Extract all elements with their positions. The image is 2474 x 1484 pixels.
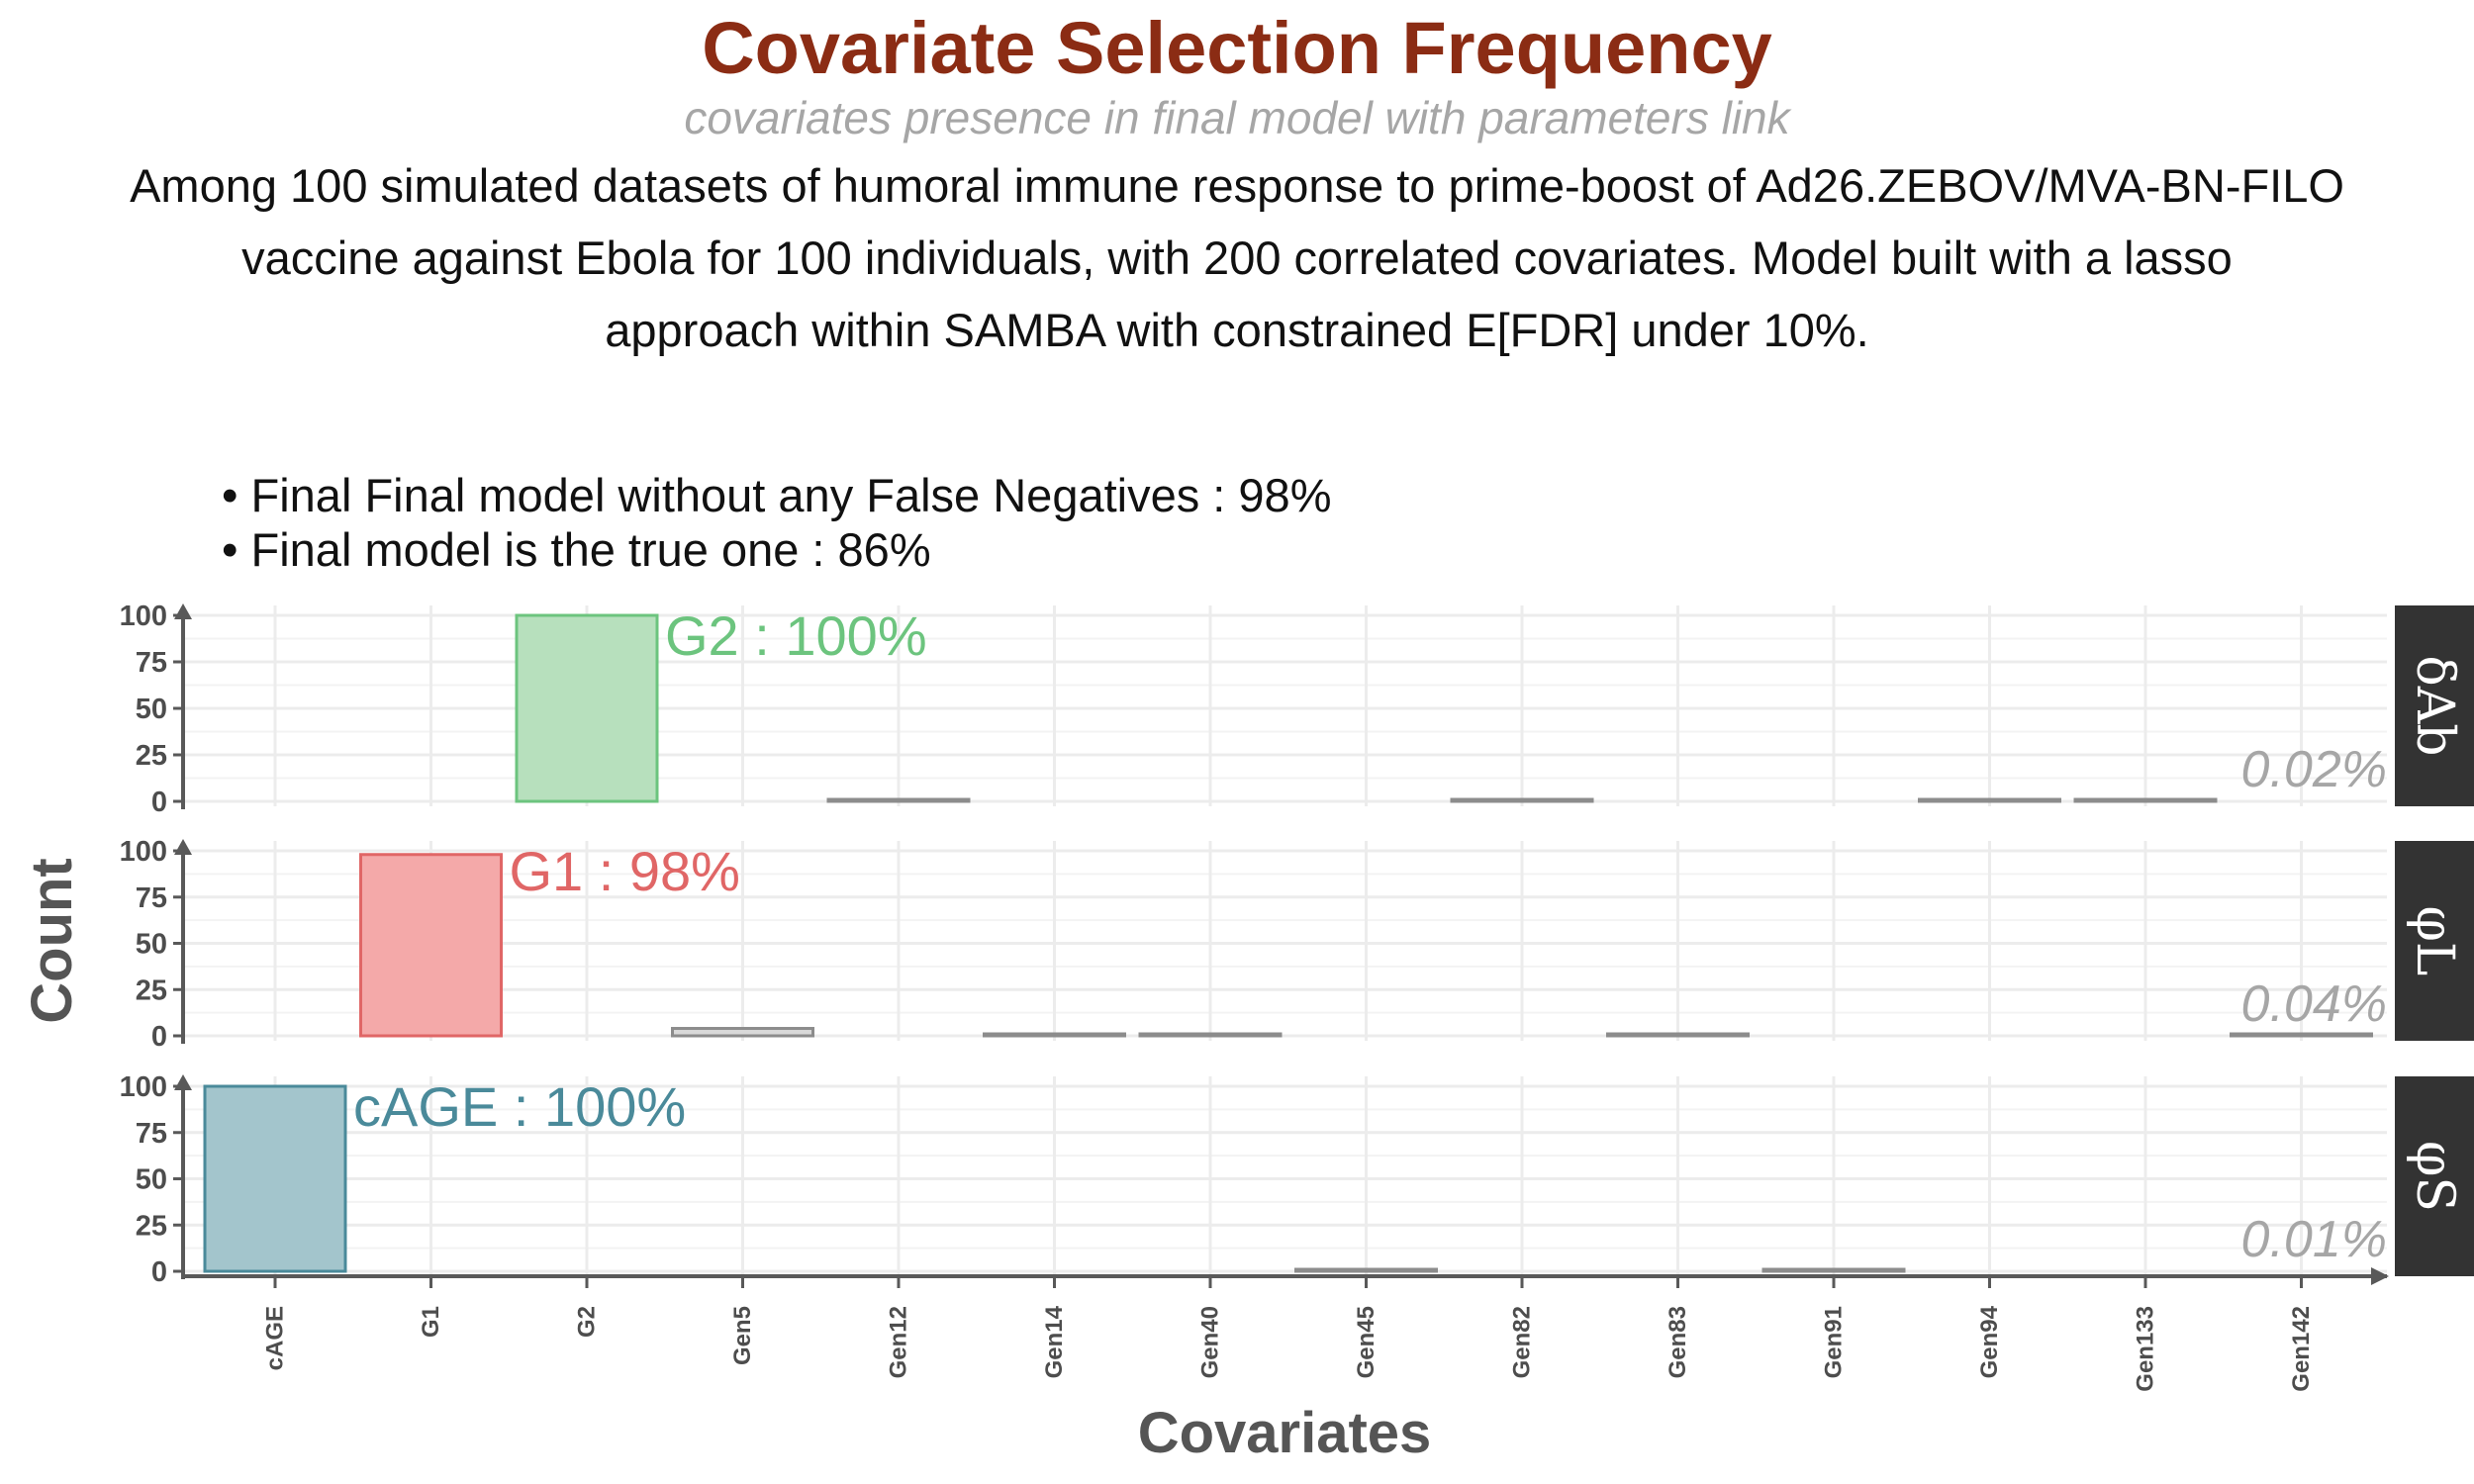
- y-axis-arrow: [174, 839, 192, 855]
- y-tick-label: 0: [151, 1021, 167, 1053]
- bar: [1294, 1267, 1438, 1273]
- corner-label: 0.02%: [2241, 741, 2387, 798]
- y-tick-label: 75: [136, 882, 167, 914]
- bar: [826, 797, 971, 803]
- x-tick-label: Gen142: [2288, 1306, 2315, 1392]
- y-tick-label: 100: [120, 1071, 167, 1103]
- x-axis-title: Covariates: [1138, 1401, 1432, 1465]
- bar: [1606, 1032, 1750, 1038]
- bar-label: G1 : 98%: [510, 840, 740, 902]
- x-tick-label: Gen14: [1041, 1305, 1068, 1378]
- x-tick-label: cAGE: [262, 1306, 289, 1370]
- y-axis-arrow: [174, 1074, 192, 1090]
- bar: [671, 1027, 814, 1038]
- x-tick-label: Gen94: [1976, 1305, 2003, 1378]
- y-tick-label: 100: [120, 836, 167, 868]
- y-tick-label: 25: [136, 974, 167, 1006]
- bar-label: G2 : 100%: [665, 604, 927, 667]
- corner-label: 0.04%: [2241, 975, 2387, 1033]
- bar: [1761, 1267, 1906, 1273]
- bar: [2073, 797, 2218, 803]
- caption-line: Among 100 simulated datasets of humoral …: [130, 159, 2344, 212]
- y-tick-label: 0: [151, 787, 167, 818]
- caption-line: vaccine against Ebola for 100 individual…: [241, 232, 2233, 284]
- facet-strip-label: φS: [2405, 1141, 2464, 1212]
- y-tick-label: 50: [136, 1164, 167, 1196]
- y-tick-label: 75: [136, 647, 167, 679]
- y-tick-label: 25: [136, 1210, 167, 1242]
- chart-subtitle: covariates presence in final model with …: [684, 92, 1790, 143]
- y-axis-arrow: [174, 603, 192, 619]
- bar: [1450, 797, 1594, 803]
- bar: [203, 1084, 347, 1273]
- x-tick-label: Gen12: [886, 1306, 912, 1378]
- y-tick-label: 25: [136, 740, 167, 772]
- x-tick-label: Gen82: [1509, 1306, 1536, 1378]
- facet-strip-label: δAb: [2405, 655, 2464, 756]
- y-tick-label: 100: [120, 601, 167, 632]
- summary-bullet: • Final Final model without any False Ne…: [222, 469, 1332, 521]
- y-tick-label: 0: [151, 1256, 167, 1288]
- y-tick-label: 50: [136, 929, 167, 961]
- x-axis-arrow: [2371, 1267, 2389, 1285]
- x-tick-label: G1: [418, 1306, 444, 1338]
- x-tick-label: Gen45: [1353, 1306, 1380, 1378]
- x-tick-label: Gen133: [2133, 1306, 2159, 1392]
- bar-label: cAGE : 100%: [353, 1075, 686, 1138]
- bar: [983, 1032, 1126, 1038]
- caption-line: approach within SAMBA with constrained E…: [605, 304, 1869, 356]
- facet-strip: [2395, 1076, 2474, 1276]
- x-tick-label: Gen83: [1665, 1306, 1691, 1378]
- bar: [2230, 1032, 2373, 1038]
- facet-strip-label: φL: [2405, 906, 2464, 976]
- bar: [359, 853, 503, 1038]
- x-tick-label: G2: [574, 1306, 601, 1338]
- y-tick-label: 50: [136, 694, 167, 725]
- facet-strip: [2395, 841, 2474, 1041]
- facet-strip: [2395, 605, 2474, 806]
- summary-bullet: • Final model is the true one : 86%: [222, 523, 931, 576]
- y-tick-label: 75: [136, 1118, 167, 1150]
- x-tick-label: Gen5: [729, 1306, 756, 1365]
- y-axis-title: Count: [20, 858, 84, 1024]
- bar: [1138, 1032, 1283, 1038]
- x-tick-label: Gen40: [1197, 1306, 1224, 1378]
- x-tick-label: Gen91: [1821, 1306, 1848, 1378]
- bar: [1918, 797, 2061, 803]
- bar: [515, 613, 659, 803]
- corner-label: 0.01%: [2241, 1211, 2387, 1268]
- chart-title: Covariate Selection Frequency: [702, 7, 1772, 89]
